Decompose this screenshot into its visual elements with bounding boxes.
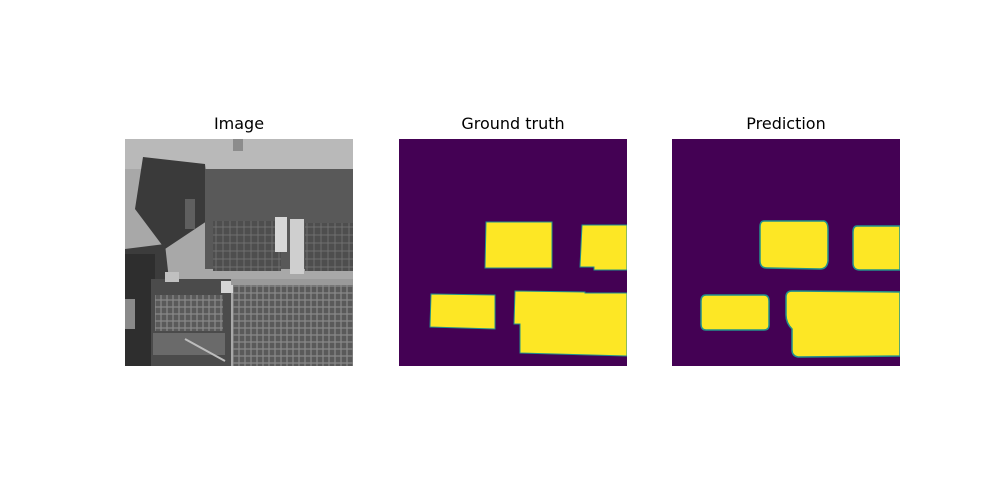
aerial-image xyxy=(125,139,353,366)
panel-title-image: Image xyxy=(125,114,353,134)
panel-title-prediction: Prediction xyxy=(672,114,900,134)
panel-title-ground-truth: Ground truth xyxy=(399,114,627,134)
ground-truth-mask xyxy=(399,139,627,366)
prediction-mask xyxy=(672,139,900,366)
